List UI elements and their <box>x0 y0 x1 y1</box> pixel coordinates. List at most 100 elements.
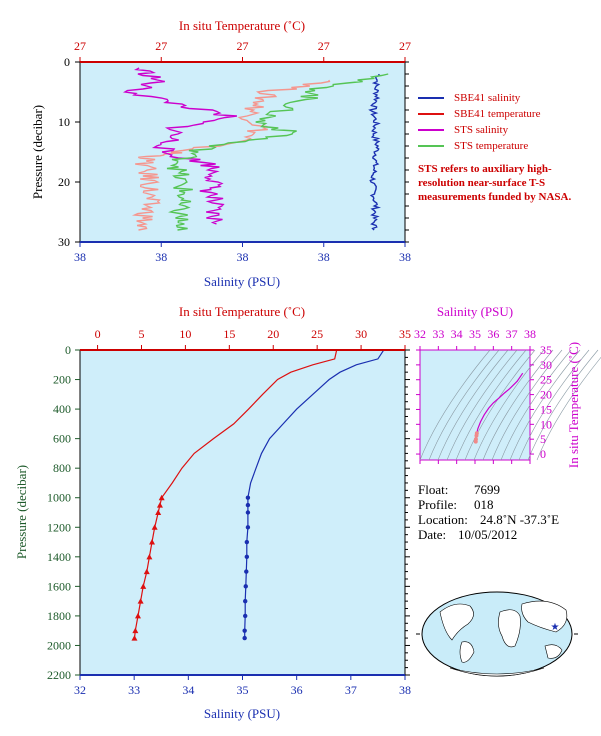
legend-swatch <box>418 97 444 99</box>
density-contour <box>518 349 590 461</box>
density-contour <box>428 349 500 461</box>
bottom-temperature-tick-label: 20 <box>267 327 279 341</box>
bottom-pressure-tick-label: 1600 <box>47 579 71 593</box>
profile-label: Profile: <box>418 497 457 512</box>
salinity-marker <box>243 584 248 589</box>
top-legend: SBE41 salinity SBE41 temperature STS sal… <box>418 90 540 154</box>
temperature-marker <box>155 509 162 515</box>
ts-salinity-tick-label: 36 <box>487 327 499 341</box>
top-salinity-tick-label: 38 <box>318 250 330 264</box>
top-temperature-tick-label: 27 <box>399 39 411 53</box>
ts-temperature-tick-label: 5 <box>540 432 546 446</box>
top-salinity-tick-label: 38 <box>74 250 86 264</box>
bottom-pressure-tick-label: 400 <box>53 402 71 416</box>
top-salinity-tick-label: 38 <box>155 250 167 264</box>
salinity-marker <box>245 495 251 500</box>
float-info: Float: 7699 Profile: 018 Location: 24.8˚N -… <box>418 482 559 542</box>
top-temperature-tick-label: 27 <box>237 39 249 53</box>
temperature-marker <box>151 524 158 530</box>
float-location-star: ★ <box>551 622 560 633</box>
salinity-marker <box>243 613 248 619</box>
map-land-africa-europe <box>498 609 521 648</box>
location-value: 24.8˚N -37.3˚E <box>480 512 560 527</box>
map-land-asia <box>521 600 568 633</box>
bottom-temperature-tick-label: 15 <box>223 327 235 341</box>
legend-item: SBE41 salinity <box>418 90 540 106</box>
salinity-marker <box>245 525 251 530</box>
ts-density-contours <box>419 349 601 461</box>
top-series-line <box>131 79 331 231</box>
density-contour <box>482 349 554 461</box>
top-panel: 27 27 27 27 27 38 38 38 38 38 0 10 20 30 In situ Temp… <box>30 18 411 289</box>
bottom-plot-area <box>79 349 406 676</box>
ts-point <box>473 439 478 444</box>
top-pressure-tick-label: 10 <box>58 115 70 129</box>
top-axes: 27 27 27 27 27 38 38 38 38 38 0 10 20 30 <box>58 39 411 264</box>
legend-item: SBE41 temperature <box>418 106 540 122</box>
ts-temperature-axis-title: In situ Temperature (˚C) <box>566 342 581 468</box>
bottom-pressure-tick-label: 1800 <box>47 609 71 623</box>
bottom-panel: 0 5 10 15 20 25 30 35 32 33 34 35 36 37 38 0 200 400 600 80… <box>14 304 411 721</box>
bottom-temperature-tick-label: 5 <box>138 327 144 341</box>
ts-salinity-tick-label: 35 <box>469 327 481 341</box>
legend-swatch <box>418 129 444 131</box>
bottom-salinity-tick-label: 37 <box>345 683 357 697</box>
temperature-marker <box>140 583 147 589</box>
float-label: Float: <box>418 482 449 497</box>
density-contour <box>527 349 599 461</box>
float-row: Float: 7699 <box>418 482 559 497</box>
ts-salinity-tick-label: 38 <box>524 327 536 341</box>
ts-temperature-tick-label: 20 <box>540 388 552 402</box>
top-temperature-tick-label: 27 <box>318 39 330 53</box>
sts-note: STS refers to auxiliary high-resolution … <box>418 163 572 203</box>
bottom-pressure-tick-label: 0 <box>65 343 71 357</box>
date-row: Date: 10/05/2012 <box>418 527 559 542</box>
salinity-marker <box>242 628 247 633</box>
top-salinity-tick-label: 38 <box>399 250 411 264</box>
salinity-marker <box>244 554 250 560</box>
density-contour <box>536 356 601 461</box>
bottom-pressure-tick-label: 800 <box>53 461 71 475</box>
bottom-series-group <box>131 350 384 641</box>
top-pressure-tick-label: 0 <box>64 55 70 69</box>
world-map-inset: ★ <box>416 591 578 677</box>
ts-salinity-tick-label: 33 <box>432 327 444 341</box>
legend-item: STS salinity <box>418 122 540 138</box>
top-salinity-tick-label: 38 <box>237 250 249 264</box>
legend-label: STS temperature <box>454 140 529 152</box>
salinity-marker <box>245 502 251 508</box>
density-contour <box>491 349 563 461</box>
temperature-marker <box>149 539 156 545</box>
top-series-line <box>166 73 389 231</box>
bottom-pressure-tick-label: 1400 <box>47 550 71 564</box>
bottom-pressure-tick-label: 1200 <box>47 520 71 534</box>
top-pressure-tick-label: 30 <box>58 235 70 249</box>
top-series-group <box>122 67 389 231</box>
ts-salinity-axis-title: Salinity (PSU) <box>437 304 513 319</box>
legend-label: SBE41 temperature <box>454 108 541 120</box>
temperature-marker <box>134 612 141 619</box>
temperature-marker <box>146 553 153 560</box>
salinity-marker <box>244 539 250 545</box>
date-value: 10/05/2012 <box>458 527 518 542</box>
date-label: Date: <box>418 527 447 542</box>
map-land-americas-south <box>459 641 475 663</box>
density-contour <box>446 349 518 461</box>
top-temperature-tick-label: 27 <box>74 39 86 53</box>
salinity-marker <box>244 569 249 574</box>
legend-swatch <box>418 145 444 147</box>
density-contour <box>500 349 572 461</box>
density-contour <box>437 349 509 461</box>
bottom-pressure-axis-title: Pressure (decibar) <box>14 465 29 559</box>
profile-row: Profile: 018 <box>418 497 559 512</box>
profile-value: 018 <box>474 497 494 512</box>
float-value: 7699 <box>474 482 500 497</box>
map-land-americas-north <box>439 603 474 641</box>
ts-series-group <box>473 372 524 444</box>
ts-salinity-tick-label: 37 <box>506 327 518 341</box>
salinity-marker <box>245 510 251 515</box>
bottom-salinity-tick-label: 32 <box>74 683 86 697</box>
ts-salinity-tick-label: 34 <box>451 327 463 341</box>
